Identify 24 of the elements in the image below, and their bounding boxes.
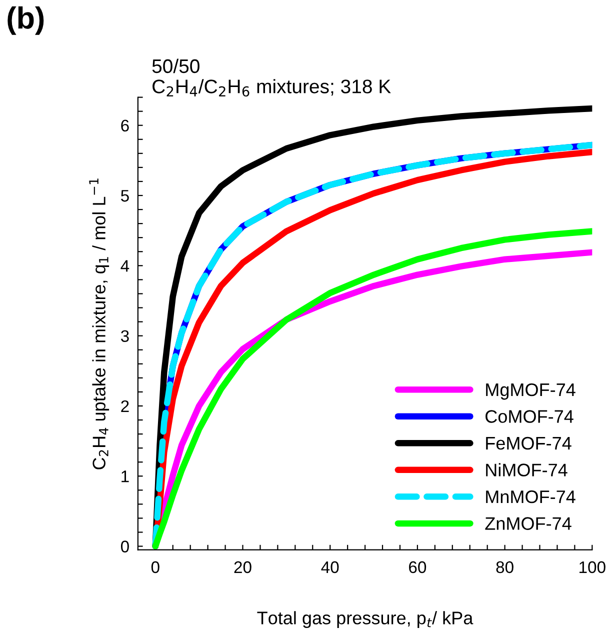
x-axis-title: Total gas pressure, p$_{t}$/ kPa [257, 611, 474, 628]
legend-label: NiMOF-74 [486, 463, 568, 476]
chart-title: 50/50 [152, 58, 200, 74]
text: C$_{2}$H$_{4}$/C$_{2}$H$_{6}$ mixtures; 318 K [152, 79, 391, 97]
y-tick-label: 0 [120, 540, 129, 552]
y-tick-label: 1 [122, 470, 129, 482]
x-tick-label: 80 [496, 561, 514, 574]
text: (b) [8, 6, 44, 35]
legend-label: ZnMOF-74 [485, 517, 572, 530]
y-axis-title: C$_{2}$H$_{4}$ uptake in mixture, q$_{1}$ / mol L$^{−1}$ [89, 178, 110, 470]
y-tick-label: 5 [120, 190, 129, 202]
y-tick-label: 2 [121, 400, 129, 412]
legend-label: MnMOF-74 [486, 490, 576, 504]
x-tick-label: 0 [151, 561, 160, 574]
legend-label: FeMOF-74 [486, 436, 572, 450]
x-tick-label: 100 [580, 561, 606, 574]
y-tick-label: 3 [120, 330, 129, 342]
x-tick-label: 40 [321, 561, 339, 574]
legend-label: CoMOF-74 [486, 410, 574, 423]
x-tick-label: 20 [234, 561, 252, 574]
legend-label: MgMOF-74 [486, 383, 576, 400]
x-tick-label: 60 [409, 561, 426, 574]
y-tick-label: 4 [120, 260, 130, 272]
y-tick-label: 6 [121, 120, 129, 132]
